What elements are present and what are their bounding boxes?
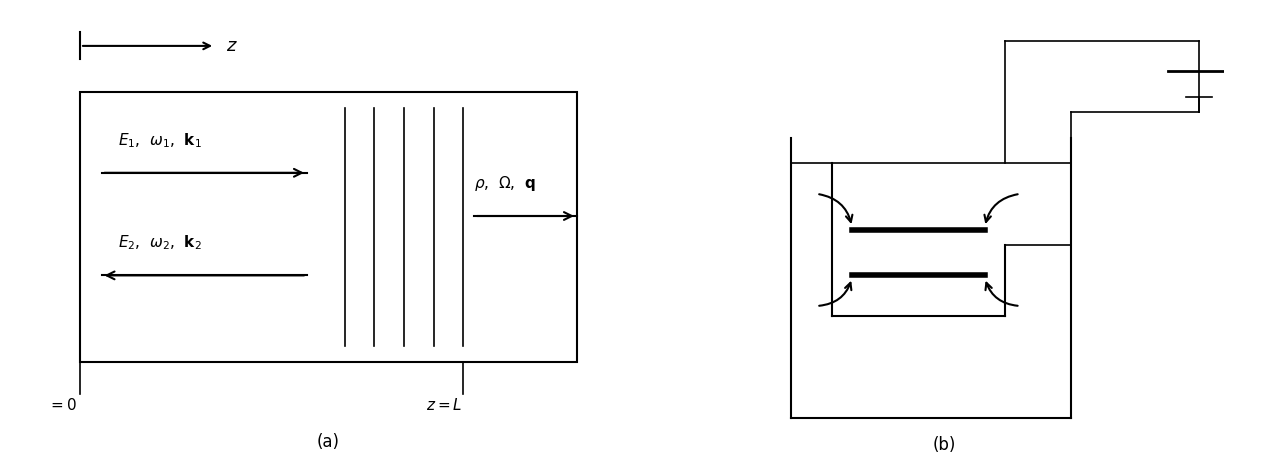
Text: $z$: $z$ [226, 37, 238, 55]
Bar [80, 92, 577, 362]
Text: $z = L$: $z = L$ [425, 397, 462, 413]
Text: $E_1$,  $\omega_1$,  $\mathbf{k}_1$: $E_1$, $\omega_1$, $\mathbf{k}_1$ [118, 131, 202, 150]
Text: (a): (a) [317, 433, 340, 451]
Text: (b): (b) [932, 436, 955, 454]
Text: $E_2$,  $\omega_2$,  $\mathbf{k}_2$: $E_2$, $\omega_2$, $\mathbf{k}_2$ [118, 234, 202, 252]
Text: $\rho$,  $\Omega$,  $\mathbf{q}$: $\rho$, $\Omega$, $\mathbf{q}$ [474, 174, 537, 193]
Text: $= 0$: $= 0$ [48, 397, 77, 413]
